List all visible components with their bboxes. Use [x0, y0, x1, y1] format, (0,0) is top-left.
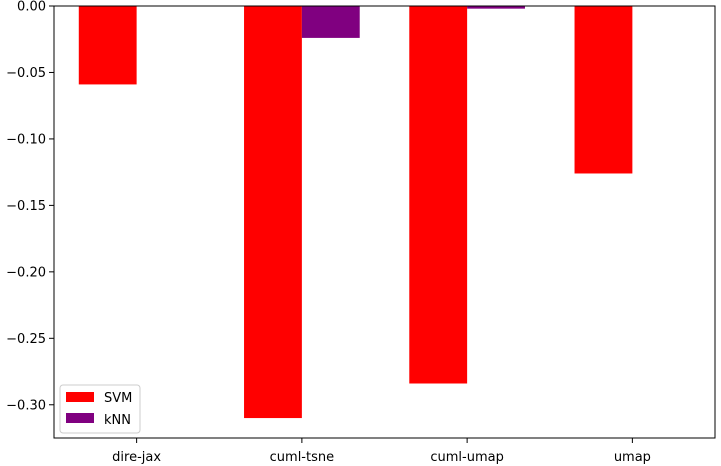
y-tick-label: −0.25	[6, 332, 46, 347]
x-tick-label: dire-jax	[112, 450, 161, 465]
y-tick-label: 0.00	[17, 0, 46, 15]
legend: SVM kNN	[59, 384, 141, 434]
bar-svm-cuml-tsne	[244, 6, 302, 419]
y-tick-label: −0.05	[6, 66, 46, 81]
legend-label-svm: SVM	[104, 391, 132, 406]
y-tick-label: −0.20	[6, 265, 46, 280]
bars-layer	[78, 6, 633, 419]
bar-knn-cuml-umap	[467, 6, 525, 9]
y-tick-label: −0.15	[6, 199, 46, 214]
legend-swatch-svm	[66, 392, 94, 402]
bar-svm-umap	[574, 6, 633, 174]
bar-knn-cuml-tsne	[301, 6, 360, 38]
legend-swatch-knn	[66, 413, 94, 423]
x-tick-label: cuml-umap	[430, 450, 503, 465]
y-tick-label: −0.30	[6, 398, 46, 413]
bar-svm-cuml-umap	[409, 6, 468, 384]
y-tick-label: −0.10	[6, 132, 46, 147]
y-axis: 0.00 −0.05 −0.10 −0.15 −0.20 −0.25 −0.30	[6, 0, 54, 413]
x-axis: dire-jax cuml-tsne cuml-umap umap	[112, 438, 651, 465]
x-tick-label: cuml-tsne	[270, 450, 334, 465]
x-tick-label: umap	[614, 450, 651, 465]
axes-frame	[53, 5, 716, 439]
bar-svm-dire-jax	[78, 6, 137, 85]
legend-label-knn: kNN	[104, 413, 131, 428]
